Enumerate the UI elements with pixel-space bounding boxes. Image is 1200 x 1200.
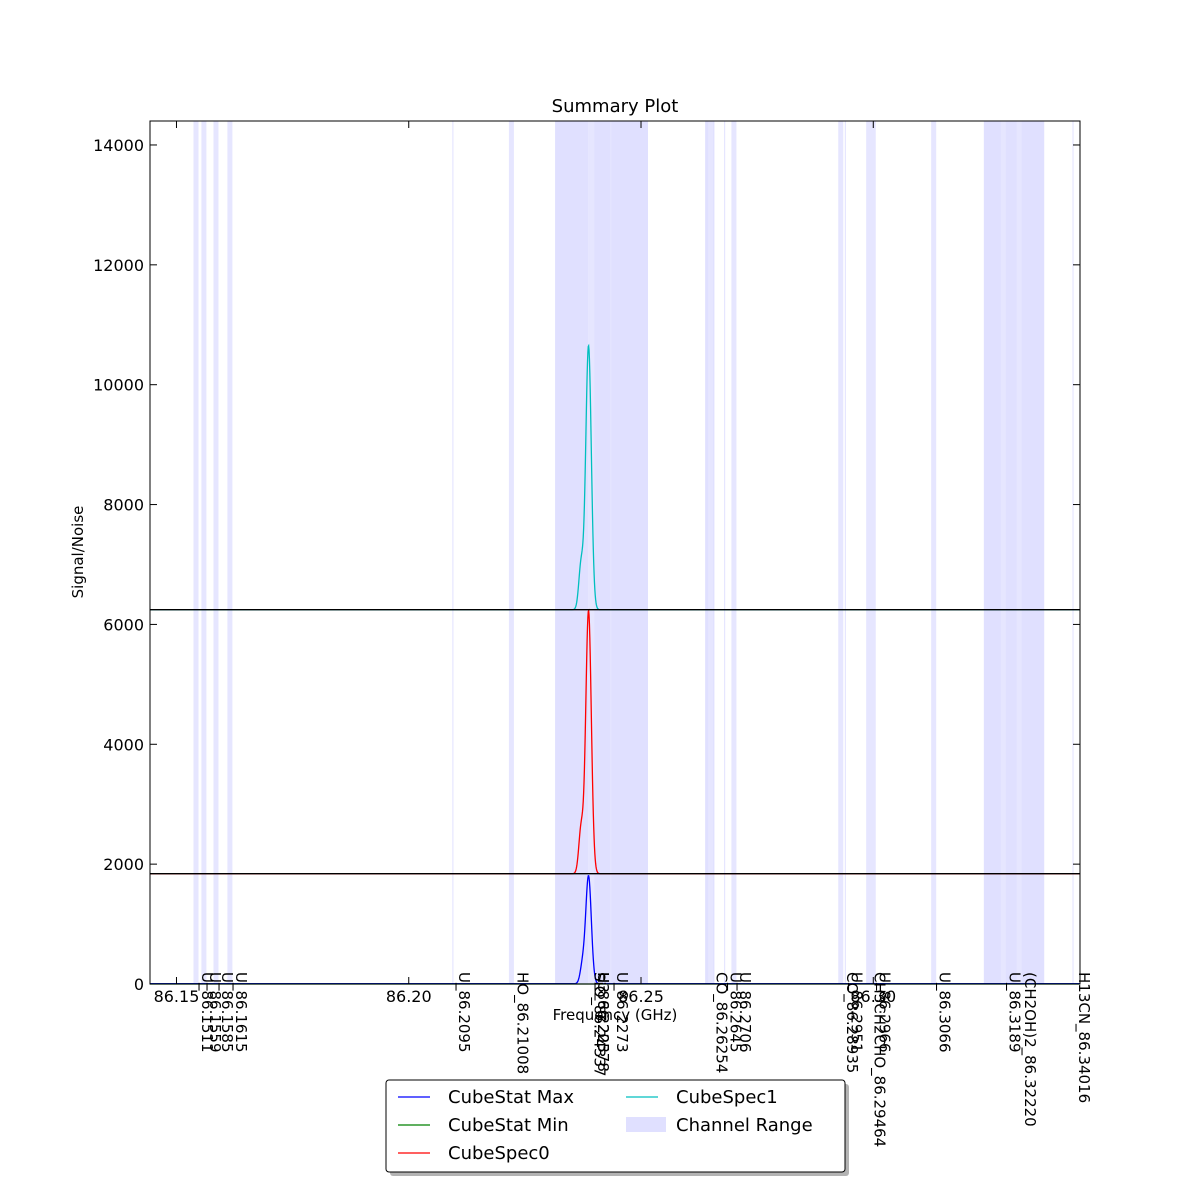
y-tick-label: 0 [134, 975, 144, 994]
x-tick-label: 86.20 [386, 987, 432, 1006]
legend-label: Channel Range [676, 1115, 813, 1136]
y-tick-label: 4000 [103, 735, 144, 754]
chart-title: Summary Plot [552, 96, 679, 117]
channel-range-band [983, 121, 1045, 984]
line-marker-band [866, 121, 872, 984]
line-marker-label: U_86.2095 [454, 972, 473, 1053]
line-marker-band [508, 121, 514, 984]
line-marker-label: U_86.3066 [935, 972, 954, 1053]
line-marker-band [708, 121, 714, 984]
line-marker-label: U_86.2951 [846, 972, 865, 1053]
legend-label: CubeStat Max [448, 1087, 574, 1108]
line-marker-label: HO_86.21008 [512, 972, 531, 1074]
line-marker-label: U_86.3189 [1004, 972, 1023, 1053]
legend-swatch [626, 1117, 666, 1132]
channel-range-bands [555, 121, 1045, 984]
line-marker-label: CO_86.28935 [842, 972, 861, 1073]
line-marker-band [931, 121, 937, 984]
x-tick-label: 86.25 [618, 987, 664, 1006]
line-marker-label: U_86.2645 [726, 972, 745, 1053]
line-marker-band [870, 121, 876, 984]
line-marker-band [589, 121, 595, 984]
plot-frame [149, 120, 1081, 985]
legend-label: CubeSpec1 [676, 1087, 778, 1108]
y-tick-label: 12000 [93, 256, 144, 275]
y-tick-label: 10000 [93, 376, 144, 395]
line-marker-label: CH3CH2CHO_86.29464 [870, 972, 889, 1147]
x-tick-label: 86.30 [850, 987, 896, 1006]
legend-label: CubeSpec0 [448, 1143, 550, 1164]
line-marker-label: U_86.1559 [205, 972, 224, 1053]
line-marker-band [1016, 121, 1022, 984]
y-axis-label: Signal/Noise [69, 506, 87, 599]
line-marker-label: U_86.1615 [231, 972, 250, 1053]
legend-label: CubeStat Min [448, 1115, 569, 1136]
line-marker-band [838, 121, 844, 984]
axes-group: 0 2000 4000 6000 8000 10000 12000 14000 86.15 86.… [93, 120, 1081, 1006]
line-marker-label: U_86.2273 [612, 972, 631, 1053]
y-tick-label: 8000 [103, 496, 144, 515]
legend: CubeStat Max CubeStat Min CubeSpec0 CubeSpe… [385, 1079, 849, 1176]
x-tick-label: 86.15 [154, 987, 200, 1006]
line-marker-band [193, 121, 199, 984]
line-marker-label: SiO_86.24337 [590, 972, 609, 1077]
line-marker-label: (CH2OH)2_86.32220 [1020, 972, 1039, 1127]
line-marker-label: U_86.2706 [735, 972, 754, 1053]
y-tick-label: 14000 [93, 136, 144, 155]
line-marker-band [731, 121, 737, 984]
line-marker-label: CO_86.26254 [712, 972, 731, 1073]
line-marker-band [1000, 121, 1006, 984]
line-marker-label: H3_86.22378 [593, 972, 612, 1072]
y-tick-label: 2000 [103, 855, 144, 874]
line-marker-label: U_86.1585 [217, 972, 236, 1053]
channel-range-band [555, 121, 648, 984]
line-marker-label: U_86.1511 [197, 972, 216, 1053]
line-marker-band [213, 121, 219, 984]
line-marker-band [201, 121, 207, 984]
line-marker-label: U_86.2966 [874, 972, 893, 1053]
y-tick-label: 6000 [103, 615, 144, 634]
line-marker-label: U_86.2205 [593, 972, 612, 1053]
line-marker-label: H13CN_86.34016 [1074, 972, 1093, 1103]
line-marker-band [227, 121, 233, 984]
x-axis-label: Frequency (GHz) [553, 1006, 678, 1024]
legend-box [385, 1079, 846, 1173]
